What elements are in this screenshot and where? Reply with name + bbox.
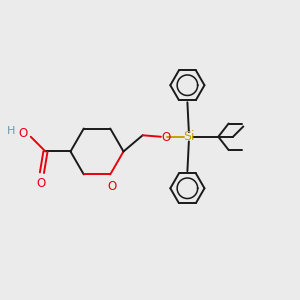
- Text: O: O: [37, 177, 46, 190]
- Text: O: O: [18, 127, 27, 140]
- Text: O: O: [161, 131, 171, 144]
- Text: H: H: [7, 126, 15, 136]
- Text: O: O: [107, 180, 116, 193]
- Text: Si: Si: [183, 130, 195, 143]
